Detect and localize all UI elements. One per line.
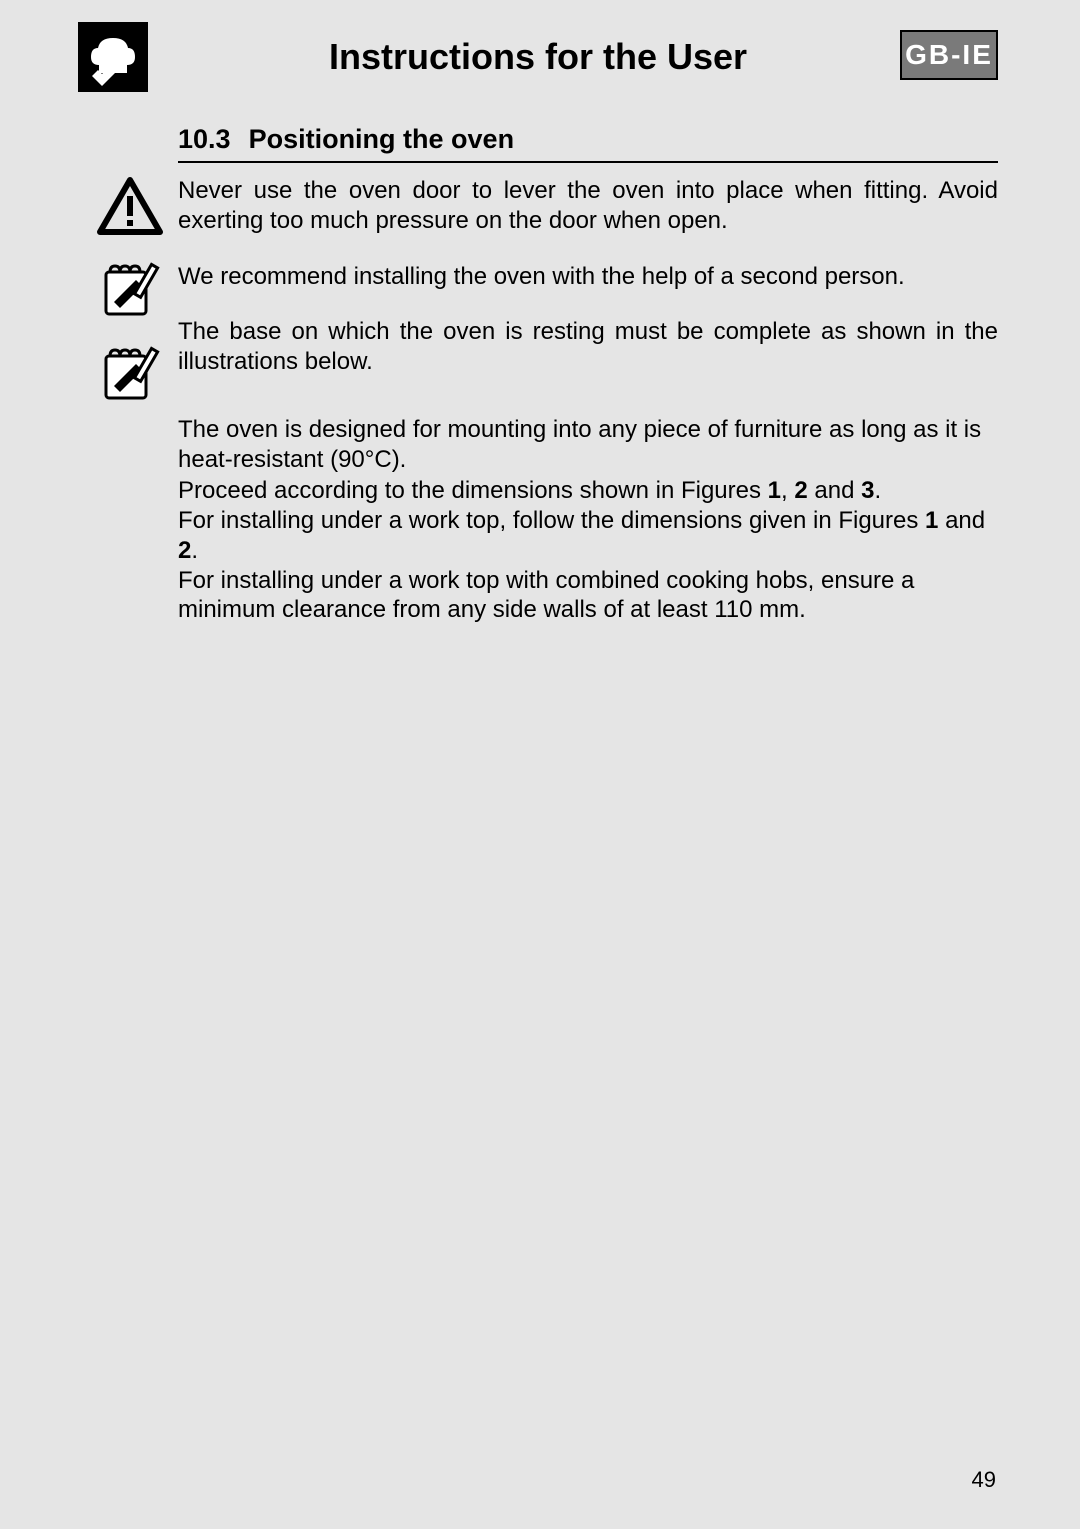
figure-ref: 2 <box>794 477 807 504</box>
text: and <box>938 507 985 534</box>
body-line: Proceed according to the dimensions show… <box>178 476 998 506</box>
figure-ref: 1 <box>925 507 938 534</box>
notepad-pencil-icon <box>96 342 164 407</box>
notepad-pencil-icon <box>96 258 164 323</box>
figure-ref: 2 <box>178 537 191 564</box>
body-line: The oven is designed for mounting into a… <box>178 415 998 475</box>
body-content: Never use the oven door to lever the ove… <box>178 176 998 651</box>
section-number: 10.3 <box>178 124 231 155</box>
figure-ref: 1 <box>768 477 781 504</box>
body-line: For installing under a work top with com… <box>178 566 998 626</box>
text: . <box>874 477 881 504</box>
text: , <box>781 477 794 504</box>
page-title: Instructions for the User <box>78 36 998 78</box>
warning-text: Never use the oven door to lever the ove… <box>178 176 998 236</box>
text: and <box>808 477 861 504</box>
text: . <box>191 537 198 564</box>
section-heading: 10.3 Positioning the oven <box>178 124 998 163</box>
text: Proceed according to the dimensions show… <box>178 477 768 504</box>
text: For installing under a work top, follow … <box>178 507 925 534</box>
region-badge: GB-IE <box>900 30 998 80</box>
note-text-1: We recommend installing the oven with th… <box>178 262 998 292</box>
body-paragraph: The oven is designed for mounting into a… <box>178 415 998 625</box>
page-number: 49 <box>972 1467 996 1493</box>
body-line: For installing under a work top, follow … <box>178 506 998 566</box>
note-text-2: The base on which the oven is resting mu… <box>178 317 998 377</box>
figure-ref: 3 <box>861 477 874 504</box>
warning-triangle-icon <box>96 176 164 241</box>
section-title: Positioning the oven <box>249 124 515 154</box>
